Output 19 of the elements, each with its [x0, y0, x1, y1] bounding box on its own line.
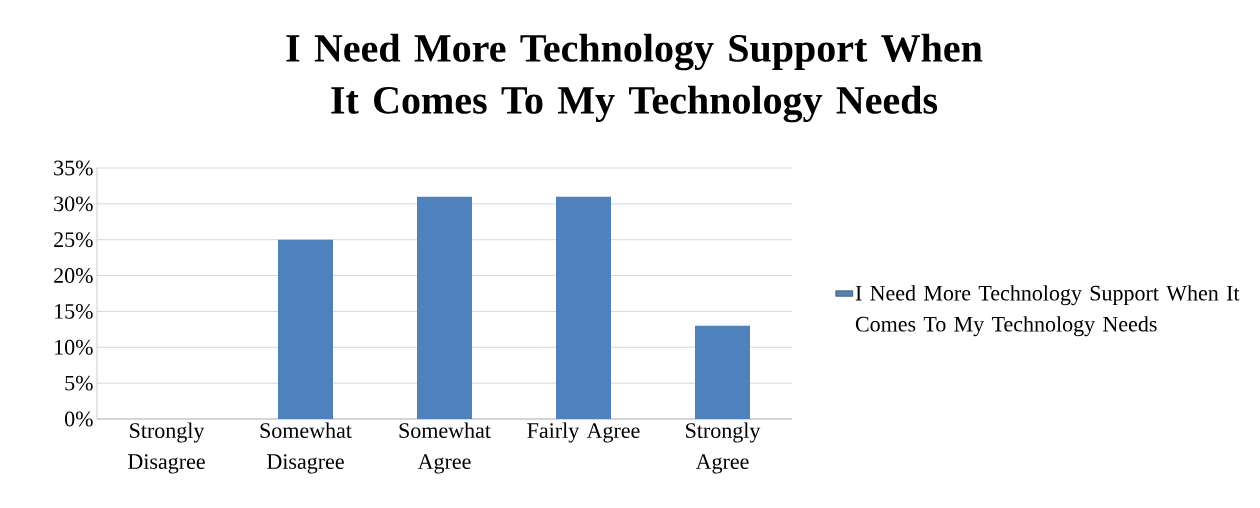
- y-tick-label: 30%: [54, 196, 93, 212]
- y-tick-label: 10%: [55, 339, 93, 355]
- y-tick-label: 35%: [54, 160, 93, 176]
- y-tick-label: 25%: [54, 232, 93, 248]
- x-tick-label: Somewhat Disagree: [260, 422, 352, 474]
- legend-label: I Need More Technology Support When It Comes To My Technology Needs: [855, 285, 1240, 337]
- y-tick-label: 15%: [55, 303, 93, 319]
- bar: [278, 239, 334, 419]
- y-tick-label: 0%: [64, 411, 93, 427]
- y-tick-label: 5%: [65, 375, 93, 391]
- y-tick-label: 20%: [54, 268, 93, 284]
- bar: [556, 196, 612, 419]
- x-tick-label: Strongly Disagree: [128, 422, 205, 474]
- x-tick-label: Strongly Agree: [686, 422, 761, 474]
- bar: [417, 196, 473, 419]
- chart-title: I Need More Technology Support When It Comes To My Technology Needs: [286, 33, 983, 123]
- x-tick-label: Fairly Agree: [527, 422, 640, 443]
- x-tick-label: Somewhat Agree: [399, 422, 491, 474]
- bar: [695, 325, 751, 419]
